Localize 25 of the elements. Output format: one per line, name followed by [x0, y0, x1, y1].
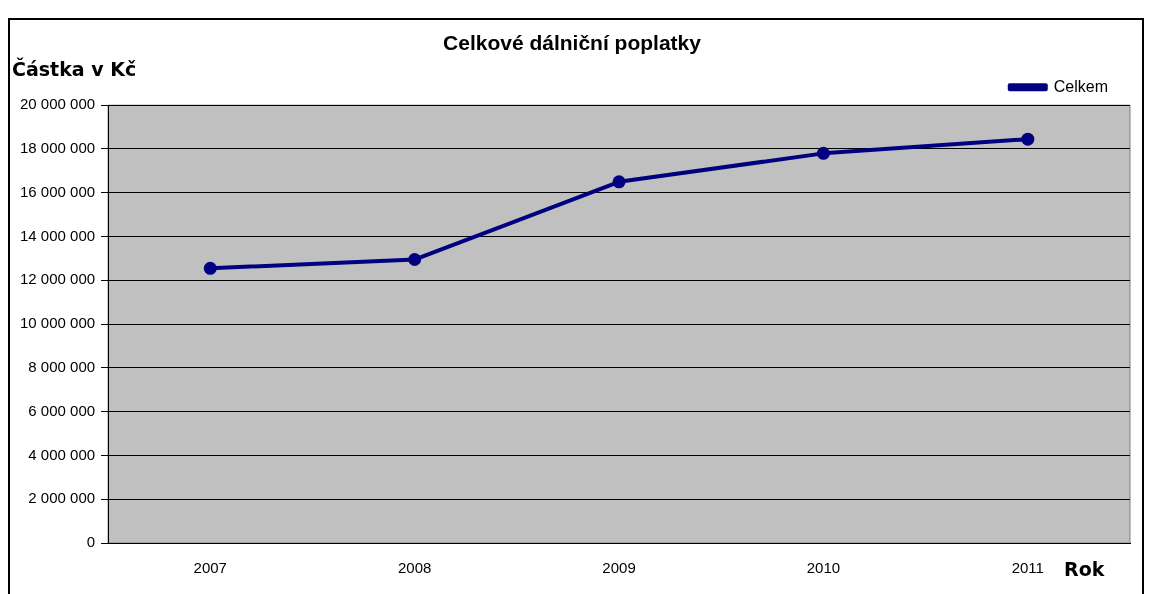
x-tick-label: 2011 — [1011, 559, 1044, 577]
point — [1021, 132, 1035, 146]
y-tick-label: 10 000 000 — [20, 314, 96, 332]
x-tick-label: 2010 — [806, 559, 841, 577]
legend-label: Celkem — [1053, 77, 1108, 95]
y-tick-label: 18 000 000 — [20, 139, 96, 157]
y-tick-label: 6 000 000 — [28, 401, 96, 419]
y-axis-title: Částka v Kč — [12, 57, 137, 80]
point — [203, 261, 217, 275]
y-tick-label: 14 000 000 — [20, 226, 96, 244]
y-tick-label: 2 000 000 — [28, 489, 96, 507]
y-tick-label: 12 000 000 — [20, 270, 96, 288]
y-tick-label: 20 000 000 — [20, 95, 96, 113]
y-tick-label: 0 — [86, 533, 96, 551]
x-tick-label: 2008 — [397, 559, 432, 577]
point — [816, 146, 830, 160]
x-axis-title: Rok — [1064, 558, 1105, 580]
x-tick-label: 2009 — [602, 559, 636, 577]
point — [408, 253, 422, 267]
x-tick-label: 2007 — [193, 559, 227, 577]
chart-title: Celkové dálniční poplatky — [443, 31, 702, 55]
point — [612, 175, 626, 189]
y-tick-label: 4 000 000 — [28, 445, 96, 463]
y-tick-label: 8 000 000 — [28, 358, 96, 376]
y-tick-label: 16 000 000 — [20, 182, 96, 200]
